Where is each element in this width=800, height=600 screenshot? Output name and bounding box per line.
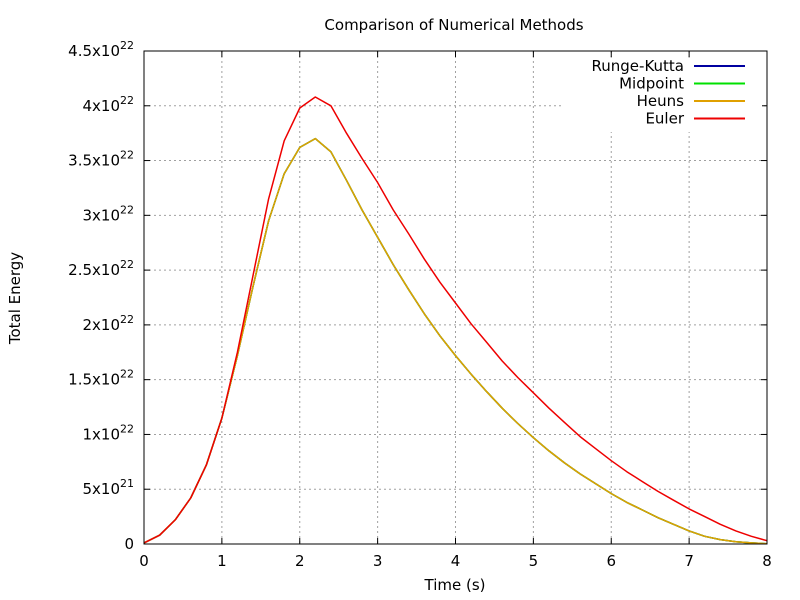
x-axis-ticks: 0 1 2 3 4 5 6 7 8 — [139, 51, 772, 570]
x-tick-label: 2 — [295, 552, 305, 570]
x-tick-label: 4 — [451, 552, 461, 570]
y-tick-label: 4.5x1022 — [68, 39, 134, 60]
y-tick-label: 0 — [124, 535, 134, 553]
x-tick-label: 6 — [606, 552, 616, 570]
x-tick-label: 5 — [529, 552, 539, 570]
x-tick-label: 0 — [139, 552, 149, 570]
legend-label: Runge-Kutta — [592, 57, 684, 75]
x-tick-label: 3 — [373, 552, 383, 570]
y-tick-label: 1x1022 — [82, 422, 134, 443]
y-tick-label: 5x1021 — [82, 477, 134, 498]
series-line-euler — [143, 96, 768, 544]
legend-label: Euler — [645, 110, 684, 128]
y-tick-label: 2x1022 — [82, 313, 134, 334]
y-tick-label: 3x1022 — [82, 203, 134, 224]
y-tick-label: 4x1022 — [82, 94, 134, 115]
legend-background — [562, 58, 762, 132]
x-axis-label: Time (s) — [424, 576, 486, 594]
x-tick-label: 8 — [762, 552, 772, 570]
series-line-heuns — [143, 137, 768, 545]
chart-title: Comparison of Numerical Methods — [324, 16, 583, 34]
y-axis-ticks: 0 5x1021 1x1022 1.5x1022 2x1022 2.5x1022 3x102… — [68, 39, 767, 553]
y-tick-label: 2.5x1022 — [68, 258, 134, 279]
legend-label: Midpoint — [619, 75, 684, 93]
x-tick-label: 7 — [684, 552, 694, 570]
series-lines — [143, 96, 768, 545]
y-tick-label: 1.5x1022 — [68, 368, 134, 389]
y-axis-label: Total Energy — [6, 252, 24, 345]
y-tick-label: 3.5x1022 — [68, 149, 134, 170]
x-tick-label: 1 — [217, 552, 227, 570]
plot-frame — [143, 50, 768, 545]
legend-label: Heuns — [637, 92, 685, 110]
grid — [144, 51, 767, 544]
